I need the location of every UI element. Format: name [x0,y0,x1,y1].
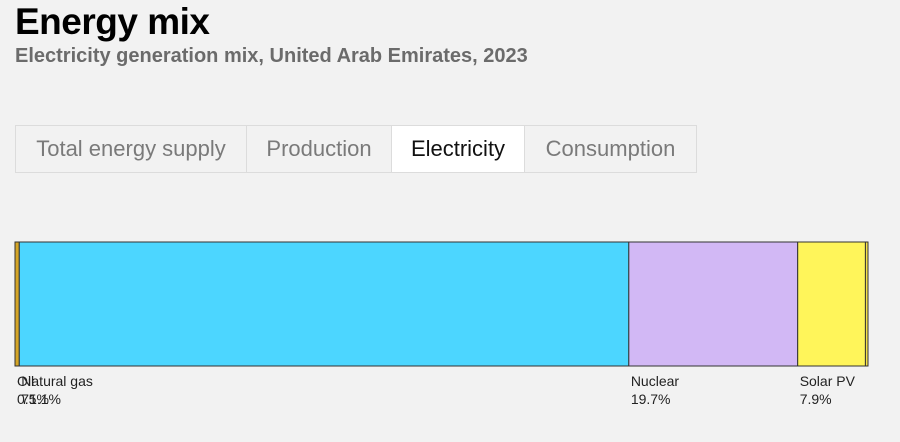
bar-segment-oil[interactable] [14,241,20,367]
page-title: Energy mix [15,1,210,42]
segment-label-oil: Oil 0.5% [17,372,49,408]
segment-name: Oil [17,373,35,389]
segment-name: Natural gas [21,373,93,389]
energy-tabs: Total energy supply Production Electrici… [15,125,697,173]
tab-electricity[interactable]: Electricity [392,126,525,172]
segment-label-natural-gas: Natural gas 71.1% [21,372,93,408]
segment-value: 0.5% [17,391,49,407]
bar-segment-natural-gas[interactable] [18,241,630,367]
segment-name: Solar PV [799,373,855,389]
bar-segment-solar-pv[interactable] [797,241,866,367]
tab-consumption[interactable]: Consumption [525,126,697,172]
segment-value: 71.1% [21,391,61,407]
tab-production[interactable]: Production [247,126,392,172]
segment-label-nuclear: Nuclear 19.7% [631,372,679,408]
segment-label-solar-pv: Solar PV 7.9% [800,372,855,408]
tab-total-energy-supply[interactable]: Total energy supply [16,126,247,172]
bar-segment-nuclear[interactable] [628,241,799,367]
segment-value: 7.9% [799,391,832,407]
segment-name: Nuclear [630,373,680,389]
bar-segment-other[interactable] [864,241,869,367]
segment-value: 19.7% [630,391,671,407]
page-subtitle: Electricity generation mix, United Arab … [15,45,528,67]
